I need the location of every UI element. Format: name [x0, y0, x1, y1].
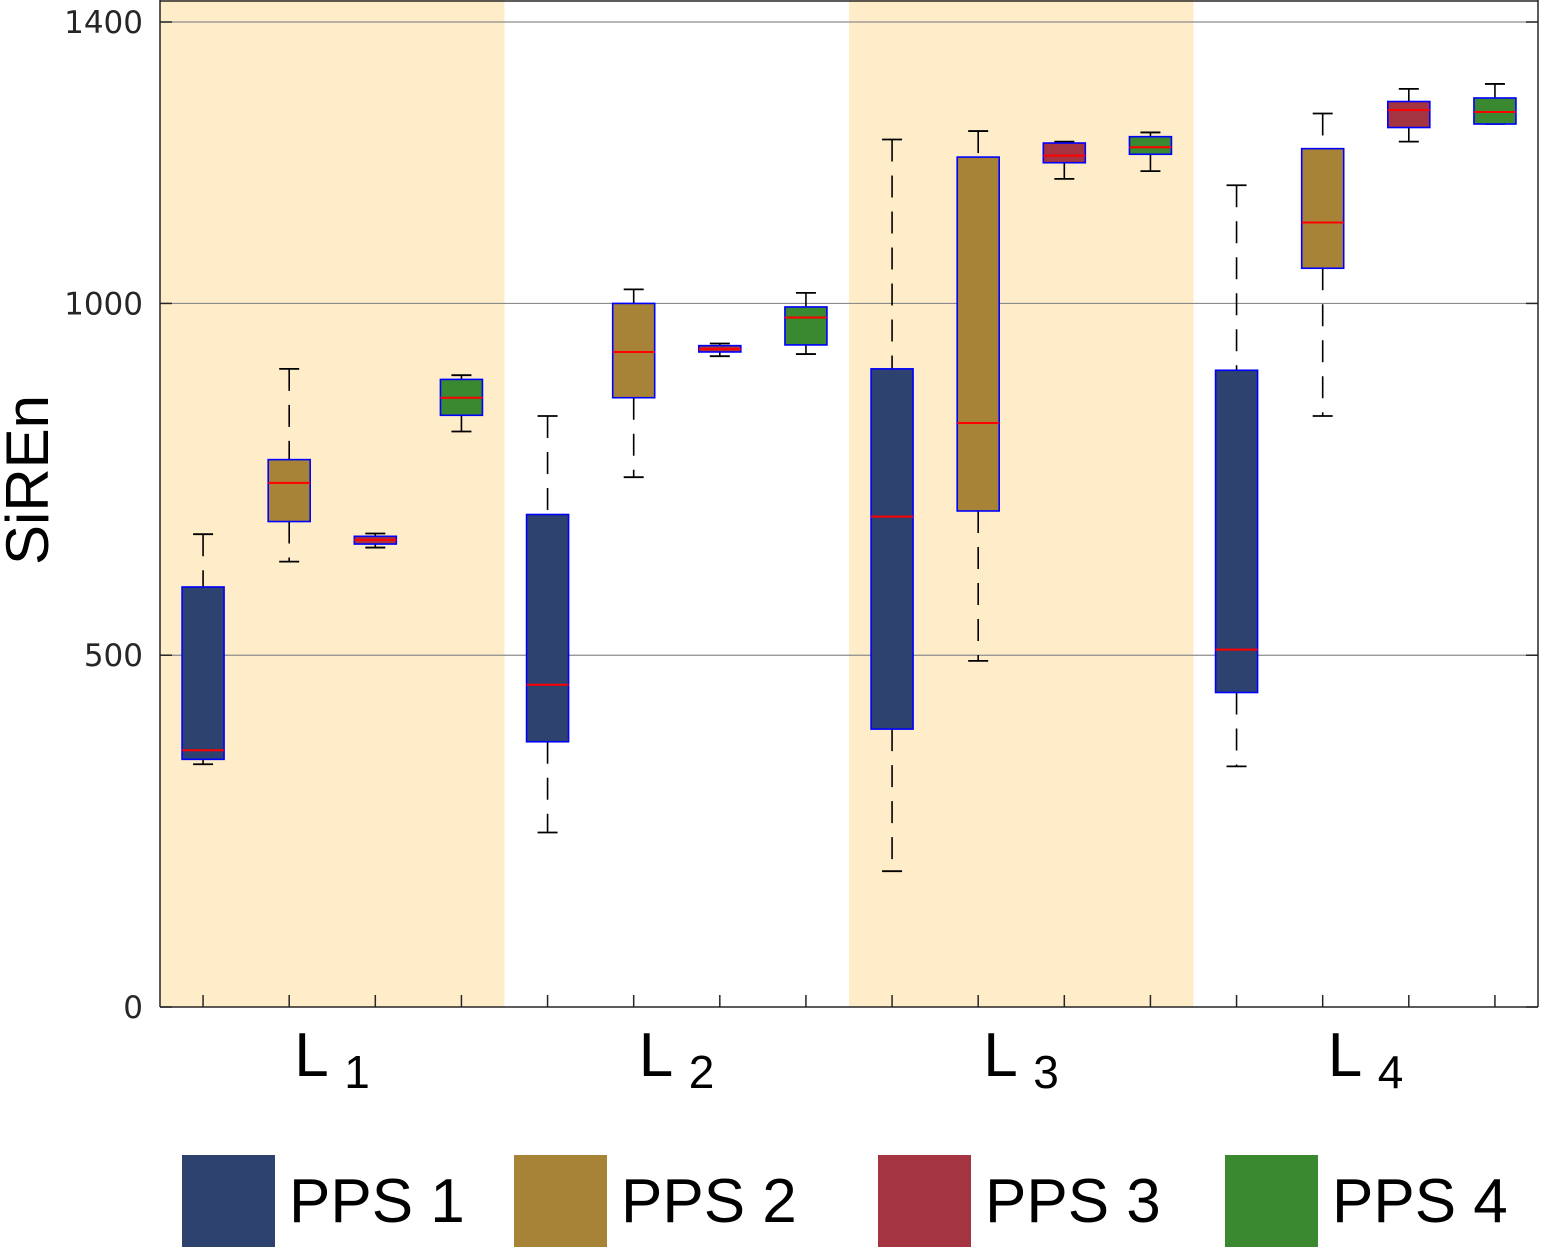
category-label-L2: L [639, 1021, 673, 1090]
legend-swatch-pps-1 [182, 1155, 275, 1247]
legend-label-pps-2: PPS 2 [621, 1166, 797, 1236]
legend-label-pps-1: PPS 1 [289, 1166, 465, 1236]
box-pps-2-L3 [956, 156, 1000, 512]
legend-label-pps-3: PPS 3 [985, 1166, 1161, 1236]
box-pps-1-L1 [181, 586, 225, 761]
legend-swatch-pps-2 [514, 1155, 607, 1247]
category-label-L1: L [294, 1021, 328, 1090]
legend-swatch-pps-3 [878, 1155, 971, 1247]
category-label-L3: L [983, 1021, 1017, 1090]
legend-item-pps-1: PPS 1 [182, 1155, 465, 1247]
category-subscript-L4: 4 [1378, 1046, 1404, 1098]
legend-item-pps-3: PPS 3 [878, 1155, 1161, 1247]
category-label-L4: L [1328, 1021, 1362, 1090]
y-tick-label-500: 500 [84, 638, 143, 674]
box-pps-1-L4 [1214, 369, 1259, 694]
group-shade-1 [160, 0, 505, 1007]
y-tick-label-1000: 1000 [64, 286, 143, 322]
y-tick-label-0: 0 [123, 990, 143, 1026]
box-pps-3-L4 [1387, 100, 1431, 129]
legend-label-pps-4: PPS 4 [1332, 1166, 1508, 1236]
box-pps-1-L2 [525, 513, 570, 743]
box-pps-3-L3 [1042, 142, 1087, 164]
legend-swatch-pps-4 [1225, 1155, 1318, 1247]
box-pps-2-L2 [611, 302, 656, 399]
legend-item-pps-2: PPS 2 [514, 1155, 797, 1247]
legend: PPS 1 PPS 2 PPS 3 PPS 4 [0, 1150, 1541, 1248]
legend-item-pps-4: PPS 4 [1225, 1155, 1508, 1247]
box-pps-1-L3 [870, 368, 914, 730]
category-subscript-L2: 2 [689, 1046, 715, 1098]
category-subscript-L1: 1 [344, 1046, 370, 1098]
y-axis-label: SiREn [0, 395, 61, 565]
category-subscript-L3: 3 [1033, 1046, 1059, 1098]
box-pps-2-L1 [267, 458, 311, 523]
box-pps-4-L2 [784, 306, 828, 346]
y-tick-label-1400: 1400 [64, 5, 143, 41]
box-pps-4-L3 [1128, 135, 1173, 156]
box-pps-2-L4 [1300, 147, 1345, 270]
box-pps-4-L4 [1473, 97, 1517, 125]
